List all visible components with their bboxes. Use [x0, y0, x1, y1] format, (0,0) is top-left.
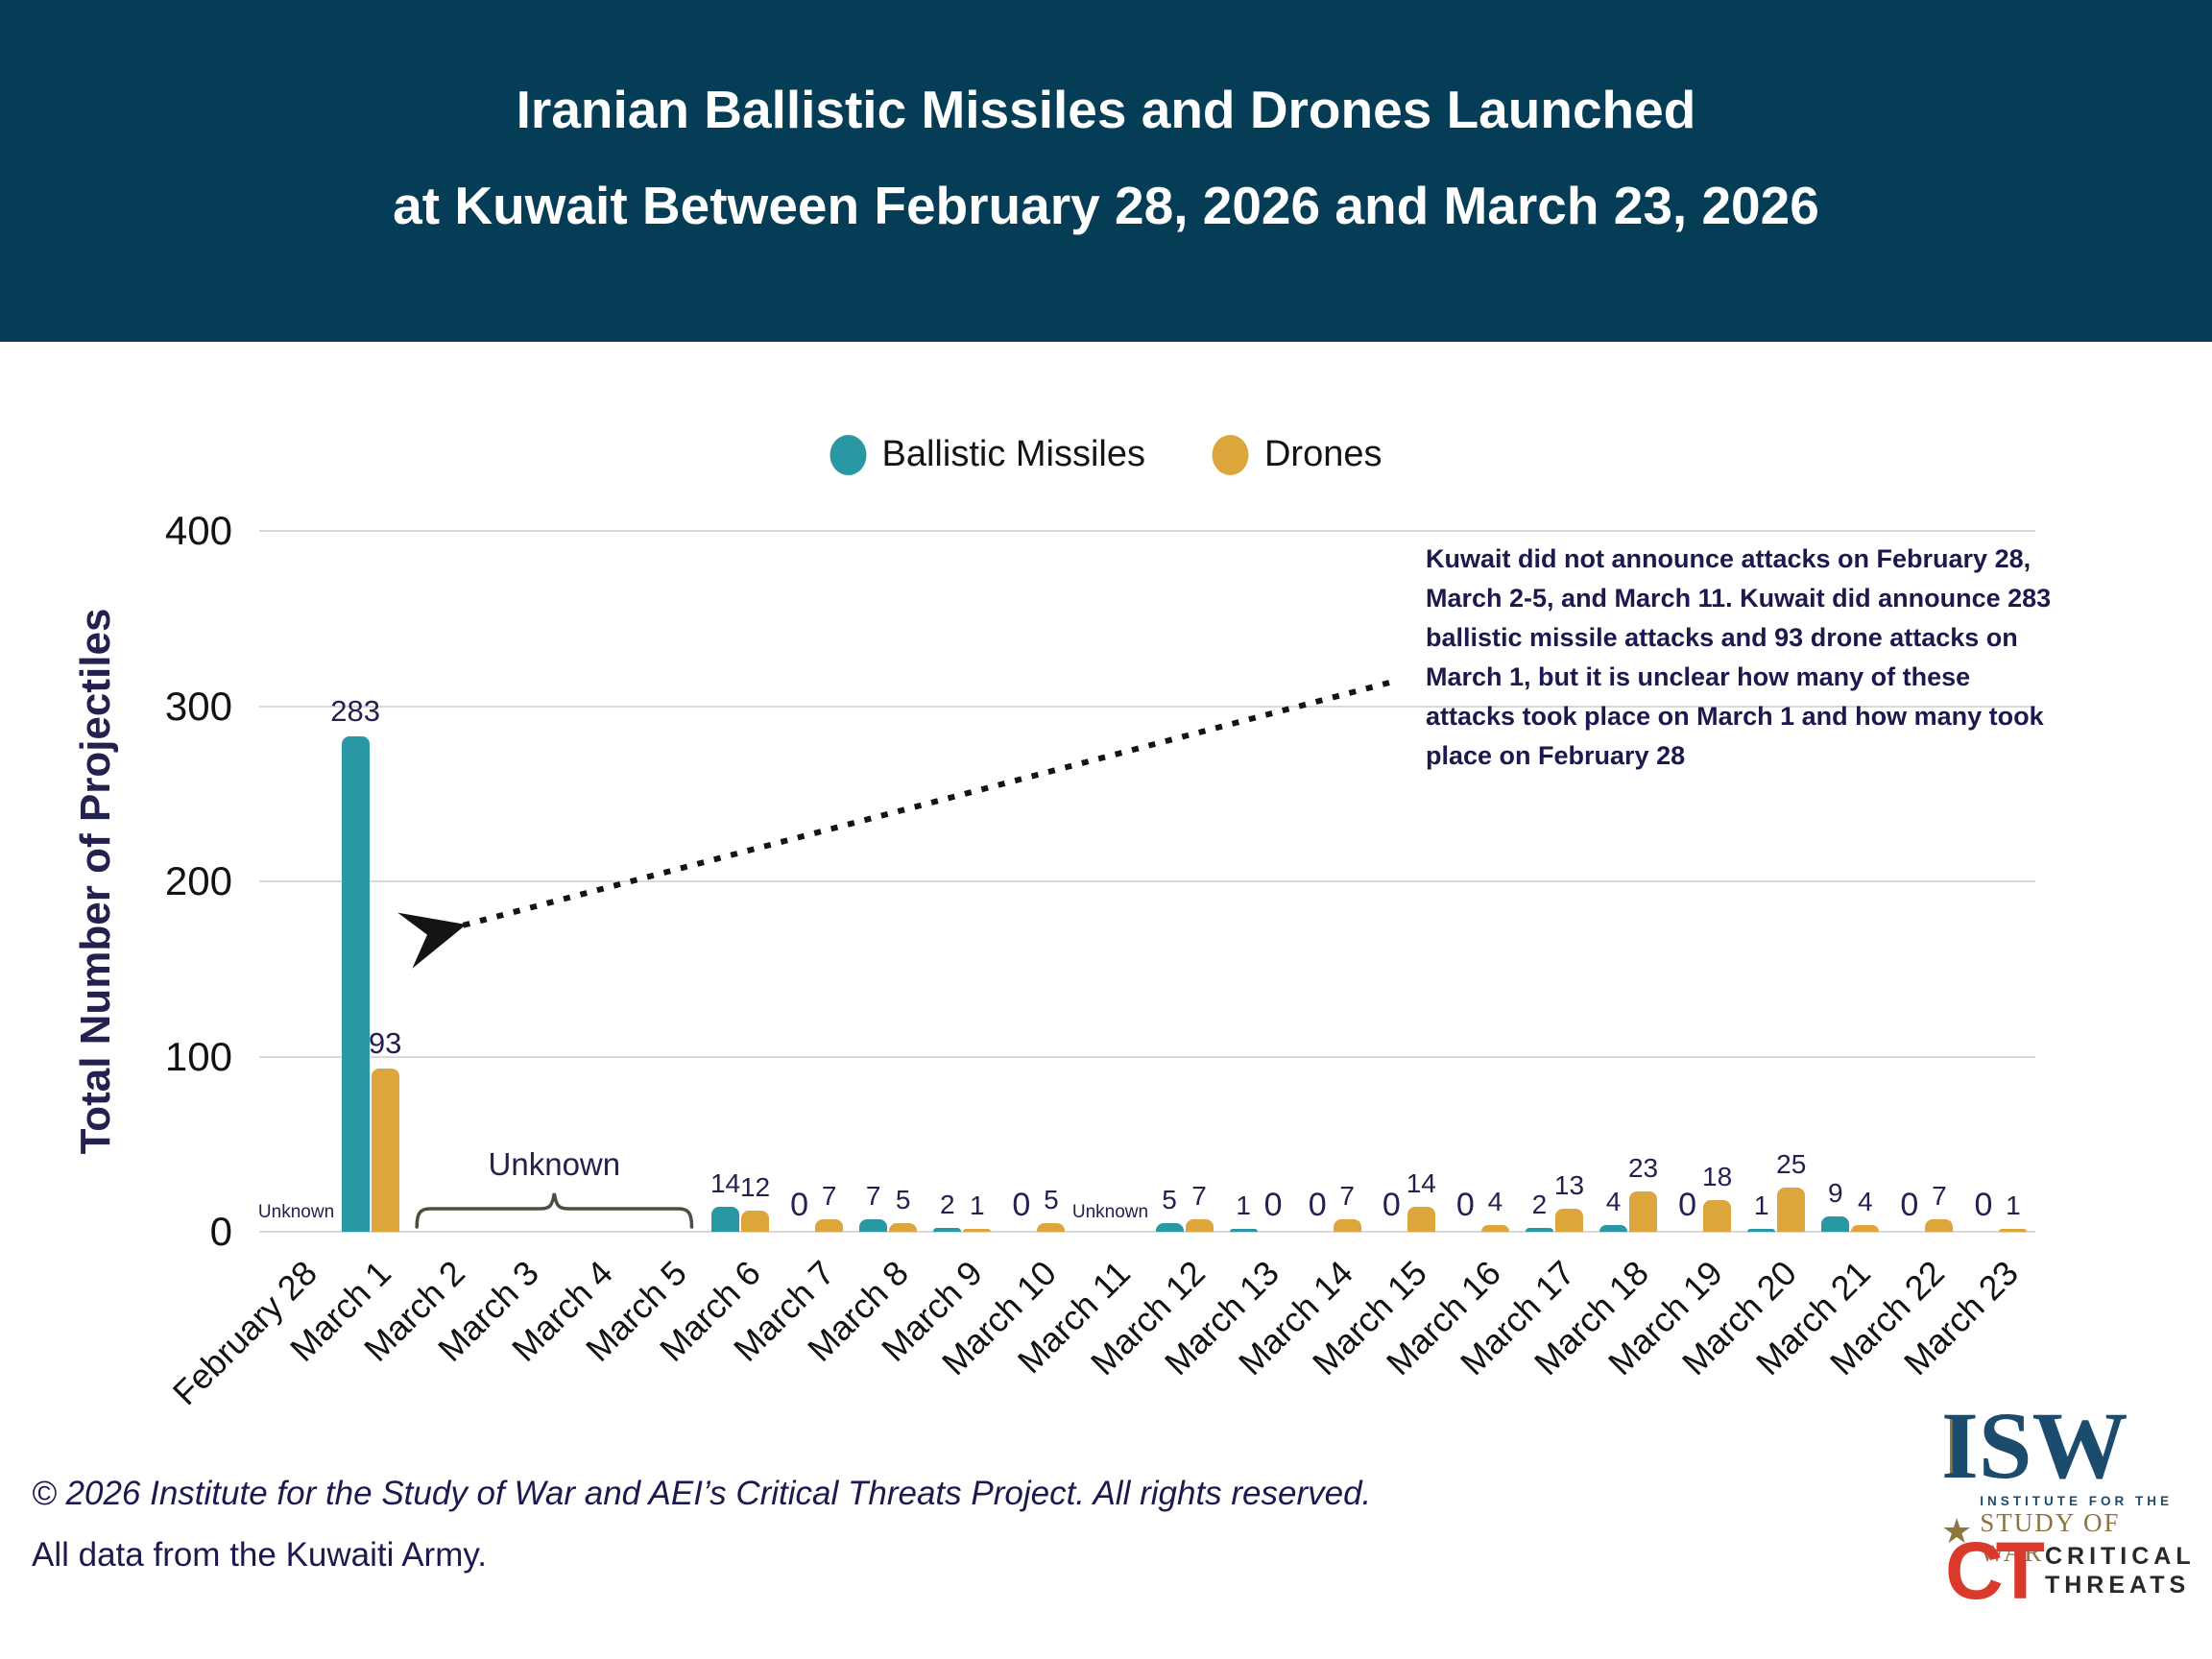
bar-drones-march-10	[1037, 1222, 1066, 1232]
bar-drones-march-14	[1333, 1219, 1361, 1232]
isw-logo-acronym: ISW	[1941, 1392, 2128, 1499]
value-label-drones-march-20: 25	[1776, 1149, 1807, 1180]
bar-ballistic-missiles-march-1	[341, 735, 370, 1232]
value-label-drones-march-12: 7	[1191, 1181, 1207, 1212]
y-tick-0: 0	[209, 1209, 232, 1254]
value-label-ballistic-missiles-march-20: 1	[1753, 1190, 1769, 1220]
value-label-drones-march-9: 1	[969, 1190, 985, 1220]
value-label-drones-march-23: 1	[2006, 1190, 2021, 1220]
value-label-drones-march-22: 7	[1932, 1181, 1947, 1212]
bar-drones-march-20	[1777, 1188, 1806, 1232]
isw-logo-line1: INSTITUTE FOR THE	[1980, 1494, 2174, 1508]
value-label-ballistic-missiles-march-21: 9	[1827, 1177, 1843, 1208]
title-banner: Iranian Ballistic Missiles and Drones La…	[0, 0, 2212, 342]
value-label-drones-march-17: 13	[1553, 1170, 1585, 1201]
value-label-ballistic-missiles-march-13: 1	[1236, 1190, 1251, 1220]
value-label-ballistic-missiles-march-23: 0	[1974, 1187, 1993, 1223]
drones-swatch-icon	[1212, 434, 1249, 475]
value-label-ballistic-missiles-march-10: 0	[1012, 1187, 1031, 1223]
chart-title-line2: at Kuwait Between February 28, 2026 and …	[393, 176, 1819, 235]
value-label-drones-march-7: 7	[821, 1181, 837, 1212]
bar-drones-march-17	[1554, 1209, 1583, 1232]
value-label-drones-march-19: 18	[1702, 1162, 1733, 1192]
bar-ballistic-missiles-march-12	[1155, 1222, 1184, 1232]
bar-drones-march-7	[815, 1219, 844, 1232]
value-label-drones-march-16: 4	[1487, 1186, 1503, 1216]
bar-drones-march-18	[1629, 1191, 1658, 1232]
value-label-ballistic-missiles-march-9: 2	[939, 1190, 955, 1220]
bar-drones-march-23	[1999, 1229, 2028, 1232]
bar-ballistic-missiles-march-8	[859, 1219, 888, 1232]
unknown-label-february-28: Unknown	[257, 1202, 335, 1222]
ballistic-missiles-swatch-icon	[830, 434, 867, 475]
y-tick-100: 100	[164, 1033, 232, 1079]
value-label-ballistic-missiles-march-7: 0	[790, 1187, 809, 1223]
value-label-ballistic-missiles-march-14: 0	[1308, 1187, 1327, 1223]
copyright-text: © 2026 Institute for the Study of War an…	[32, 1475, 1372, 1512]
bar-drones-march-6	[741, 1211, 770, 1232]
bar-drones-march-22	[1925, 1219, 1954, 1232]
unknown-label-march-11: Unknown	[1071, 1202, 1149, 1222]
critical-threats-logo: CT CRITICAL THREATS	[1945, 1526, 2196, 1616]
value-label-drones-march-13: 0	[1263, 1187, 1283, 1223]
value-label-ballistic-missiles-march-18: 4	[1605, 1186, 1622, 1216]
value-label-ballistic-missiles-march-19: 0	[1678, 1187, 1697, 1223]
value-label-ballistic-missiles-march-12: 5	[1162, 1184, 1177, 1214]
gridline-100	[259, 1055, 2035, 1058]
value-label-ballistic-missiles-march-16: 0	[1455, 1187, 1475, 1223]
legend-item-ballistic-missiles: Ballistic Missiles	[830, 434, 1145, 475]
bar-ballistic-missiles-march-18	[1599, 1224, 1628, 1232]
isw-logo-line2: STUDY OF WAR	[1980, 1508, 2121, 1567]
ct-logo-line1: CRITICAL	[2044, 1543, 2196, 1570]
bar-drones-march-15	[1407, 1207, 1435, 1232]
bar-drones-march-12	[1185, 1219, 1214, 1232]
value-label-ballistic-missiles-march-6: 14	[709, 1168, 741, 1199]
data-source-text: All data from the Kuwaiti Army.	[32, 1536, 487, 1574]
legend: Ballistic Missiles Drones	[830, 434, 1382, 475]
gridline-400	[259, 530, 2035, 532]
bar-drones-march-19	[1703, 1200, 1732, 1232]
bar-ballistic-missiles-march-20	[1747, 1229, 1776, 1232]
bar-drones-march-21	[1851, 1224, 1880, 1232]
y-tick-200: 200	[164, 858, 232, 903]
value-label-ballistic-missiles-march-8: 7	[865, 1181, 881, 1212]
value-label-drones-march-15: 14	[1406, 1168, 1436, 1199]
chart-title-line1: Iranian Ballistic Missiles and Drones La…	[516, 80, 1696, 139]
value-label-drones-march-6: 12	[739, 1172, 771, 1203]
value-label-drones-march-21: 4	[1857, 1186, 1873, 1216]
bar-ballistic-missiles-march-6	[711, 1207, 740, 1232]
bar-drones-march-9	[963, 1229, 992, 1232]
bar-ballistic-missiles-march-13	[1229, 1229, 1258, 1232]
bar-ballistic-missiles-march-17	[1525, 1228, 1553, 1232]
y-tick-400: 400	[164, 508, 232, 553]
legend-item-drones: Drones	[1212, 434, 1382, 475]
value-label-drones-march-1: 93	[368, 1026, 402, 1061]
value-label-drones-march-14: 7	[1339, 1181, 1355, 1212]
legend-label-drones: Drones	[1263, 434, 1382, 474]
ct-logo-mark: CT	[1945, 1526, 2045, 1616]
unknown-label-brace-span: Unknown	[488, 1146, 621, 1182]
bar-drones-march-16	[1480, 1224, 1509, 1232]
value-label-ballistic-missiles-march-15: 0	[1382, 1187, 1401, 1223]
bar-drones-march-8	[889, 1222, 918, 1232]
isw-logo: ISW ★ INSTITUTE FOR THE STUDY OF WAR	[1941, 1392, 2191, 1568]
legend-label-ballistic-missiles: Ballistic Missiles	[881, 434, 1145, 474]
bar-ballistic-missiles-march-21	[1821, 1215, 1850, 1232]
value-label-drones-march-8: 5	[895, 1184, 911, 1214]
value-label-ballistic-missiles-march-1: 283	[330, 693, 380, 728]
bar-drones-march-1	[371, 1069, 399, 1232]
isw-star-icon: ★	[1941, 1510, 1973, 1551]
ct-logo-line2: THREATS	[2044, 1572, 2191, 1599]
value-label-ballistic-missiles-march-17: 2	[1531, 1190, 1548, 1220]
bar-ballistic-missiles-march-9	[933, 1228, 962, 1232]
gridline-0	[259, 1231, 2035, 1233]
value-label-ballistic-missiles-march-22: 0	[1900, 1187, 1919, 1223]
bar-plot-area: 283 93 14 12 0 7 7 5 2 1 0 5 5 7 1 0 0 7 0 14 0 4 2 13 4 23 0 18 1 25…	[259, 531, 2035, 1232]
annotation-text: Kuwait did not announce attacks on Febru…	[1426, 544, 2052, 770]
y-tick-300: 300	[164, 683, 232, 729]
value-label-drones-march-18: 23	[1627, 1153, 1659, 1184]
value-label-drones-march-10: 5	[1044, 1184, 1059, 1214]
